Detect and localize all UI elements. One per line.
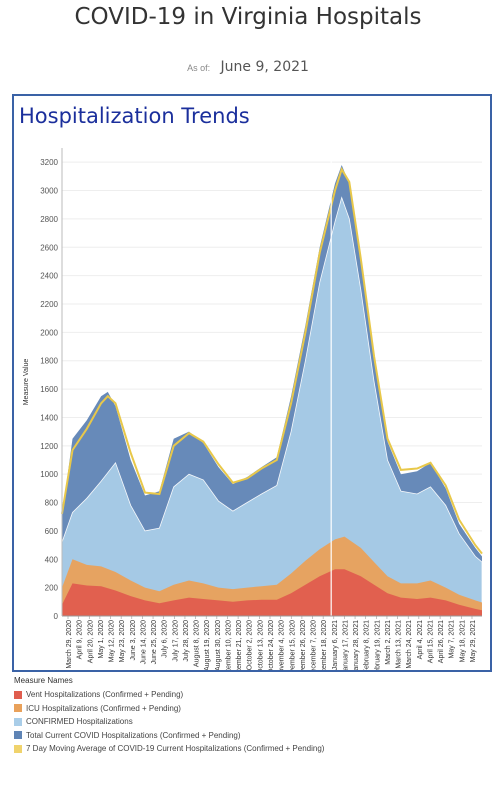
x-tick-label: June 3, 2020 [130,620,137,661]
x-tick-label: May 29, 2021 [470,620,477,663]
panel-title: Hospitalization Trends [19,104,250,128]
x-tick-label: March 2, 2021 [385,620,392,665]
hospitalization-chart[interactable]: 0 200 400 600 800 1000 1200 1400 1600 1800 2000 220… [14,96,490,670]
moving-average-line [61,166,483,555]
y-tick-label: 1600 [40,385,58,394]
legend-label: ICU Hospitalizations (Confirmed + Pendin… [26,703,181,713]
x-tick-label: October 2, 2020 [247,620,254,670]
legend-label: 7 Day Moving Average of COVID-19 Current… [26,744,325,754]
y-tick-label: 400 [45,555,59,564]
as-of-line: As of: June 9, 2021 [0,58,496,76]
x-tick-label: March 13, 2021 [396,620,403,669]
x-tick-label: August 30, 2020 [215,620,222,670]
x-tick-label: July 6, 2020 [162,620,169,658]
hospitalization-trends-panel: Hospitalization Trends 0 200 400 600 800 1000… [12,94,492,672]
x-tick-label: April 9, 2020 [77,620,84,659]
y-tick-label: 1200 [40,442,58,451]
y-tick-label: 1400 [40,413,58,422]
legend-item[interactable]: 7 Day Moving Average of COVID-19 Current… [14,742,324,756]
x-tick-label: March 24, 2021 [406,620,413,669]
x-tick-label: December 7, 2020 [311,620,318,670]
x-tick-label: October 13, 2020 [257,620,264,670]
legend-items: Vent Hospitalizations (Confirmed + Pendi… [14,688,324,756]
legend-swatch [14,731,22,740]
y-tick-label: 800 [45,499,59,508]
x-tick-label: October 24, 2020 [268,620,275,670]
x-tick-label: November 4, 2020 [279,620,286,670]
y-tick-label: 1000 [40,470,58,479]
y-tick-label: 600 [45,527,59,536]
legend-label: Total Current COVID Hospitalizations (Co… [26,730,241,740]
y-tick-label: 3200 [40,158,58,167]
x-tick-label: May 23, 2020 [119,620,126,663]
x-tick-label: March 29, 2020 [66,620,73,669]
page-title: COVID-19 in Virginia Hospitals [74,4,422,30]
x-tick-label: April 15, 2021 [428,620,435,663]
legend-swatch [14,744,22,753]
y-tick-label: 200 [45,584,59,593]
y-tick-label: 2600 [40,243,58,252]
x-tick-label: June 14, 2020 [140,620,147,664]
x-tick-label: May 12, 2020 [109,620,116,663]
legend-swatch [14,717,22,726]
x-tick-label: July 28, 2020 [183,620,190,662]
x-tick-label: May 1, 2020 [98,620,105,659]
legend-item[interactable]: ICU Hospitalizations (Confirmed + Pendin… [14,702,324,716]
x-tick-label: April 26, 2021 [438,620,445,663]
confirmed-area [61,196,483,617]
as-of-date: June 9, 2021 [220,59,309,75]
y-axis-label: Measure Value [23,359,30,406]
legend-title: Measure Names [14,676,73,685]
vent-area [62,569,482,616]
x-tick-label: February 19, 2021 [374,620,381,670]
x-tick-label: August 19, 2020 [204,620,211,670]
legend-swatch [14,704,22,713]
legend-item[interactable]: Vent Hospitalizations (Confirmed + Pendi… [14,688,324,702]
legend-label: Vent Hospitalizations (Confirmed + Pendi… [26,690,184,700]
y-tick-label: 0 [54,612,59,621]
x-tick-label: May 18, 2021 [459,620,466,663]
y-tick-label: 2800 [40,215,58,224]
as-of-label: As of: [187,63,211,73]
legend-label: CONFIRMED Hospitalizations [26,717,133,727]
x-tick-label: September 21, 2020 [236,620,243,670]
y-tick-label: 2000 [40,328,58,337]
x-tick-label: August 8, 2020 [194,620,201,667]
x-tick-label: April 4, 2021 [417,620,424,659]
x-tick-label: July 17, 2020 [172,620,179,662]
y-tick-label: 3000 [40,187,58,196]
legend-item[interactable]: CONFIRMED Hospitalizations [14,715,324,729]
x-tick-label: May 7, 2021 [449,620,456,659]
y-tick-label: 1800 [40,357,58,366]
x-tick-label: January 28, 2021 [353,620,360,670]
x-tick-label: November 15, 2020 [289,620,296,670]
legend-swatch [14,690,22,699]
x-tick-label: January 17, 2021 [342,620,349,670]
x-tick-label: April 20, 2020 [87,620,94,663]
x-tick-label: June 25, 2020 [151,620,158,664]
legend: Measure Names Vent Hospitalizations (Con… [14,676,324,756]
x-tick-label: November 26, 2020 [300,620,307,670]
legend-item[interactable]: Total Current COVID Hospitalizations (Co… [14,729,324,743]
x-tick-label: September 10, 2020 [226,620,233,670]
y-tick-label: 2200 [40,300,58,309]
x-tick-label: February 8, 2021 [364,620,371,670]
x-tick-label: December 18, 2020 [321,620,328,670]
x-tick-label: January 6, 2021 [332,620,339,670]
y-tick-label: 2400 [40,272,58,281]
